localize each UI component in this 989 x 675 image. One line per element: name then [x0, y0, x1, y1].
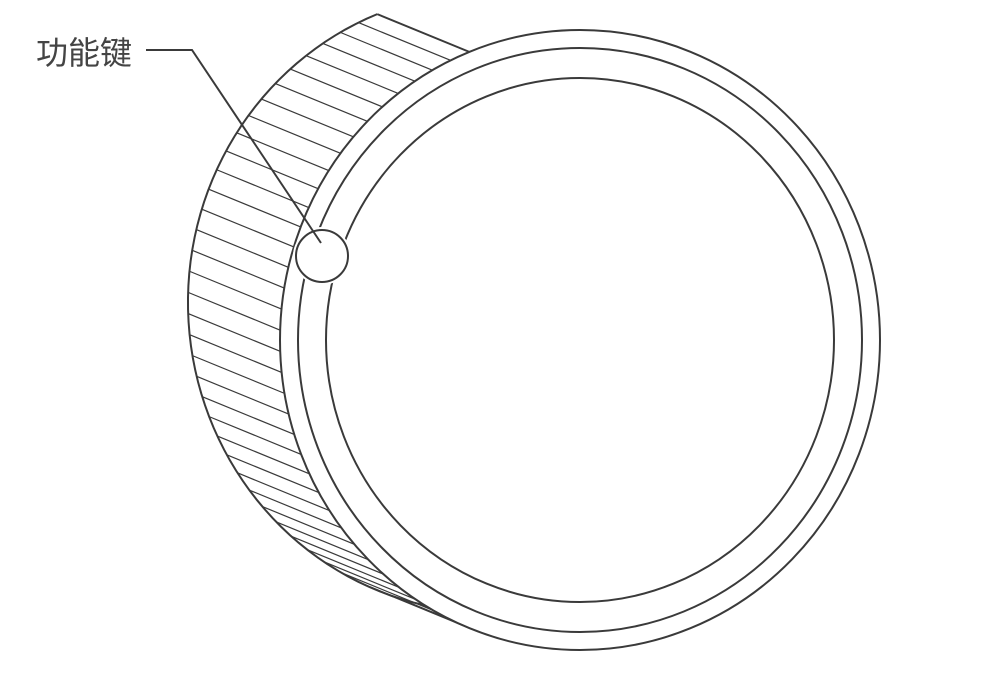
diagram-canvas: 功能键 — [0, 0, 989, 675]
function-key-button — [296, 230, 348, 282]
ring-side-edge-top — [377, 14, 469, 52]
ring-front-outer — [280, 30, 880, 650]
ring-diagram — [0, 0, 989, 675]
callout-label-function-key: 功能键 — [36, 28, 132, 74]
callout-leader-line — [146, 50, 321, 243]
